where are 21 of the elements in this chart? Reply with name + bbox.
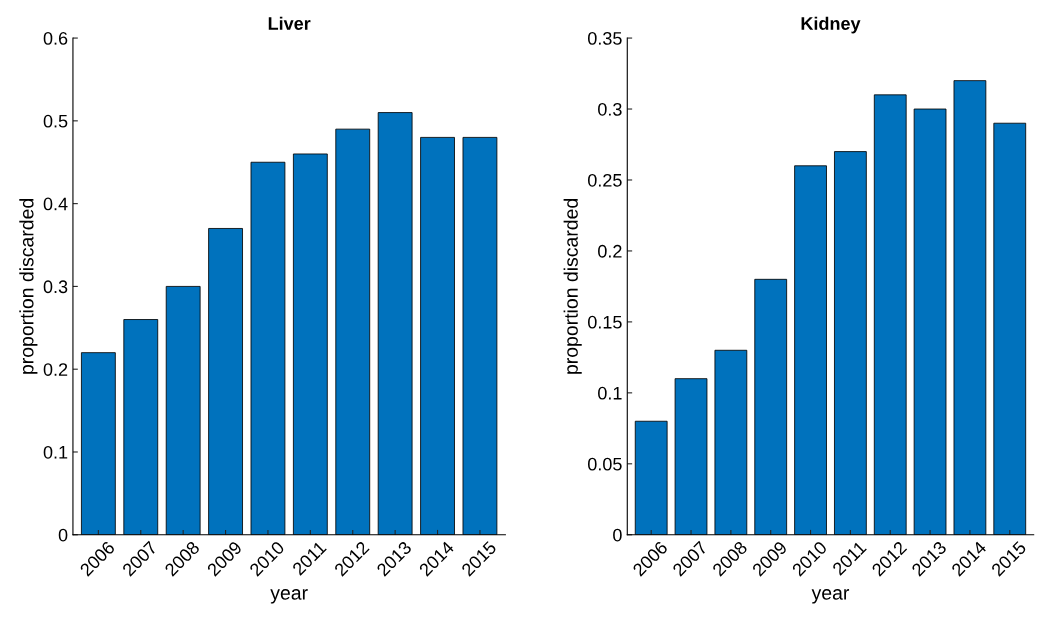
- chart-title: Liver: [268, 16, 311, 30]
- y-tick-label: 0.2: [43, 363, 68, 376]
- y-tick-label: 0: [58, 528, 68, 542]
- y-axis-title: proportion discarded: [19, 199, 38, 374]
- y-tick-label: 0.6: [43, 32, 68, 45]
- x-axis-title: year: [811, 589, 850, 604]
- y-tick-label: 0.35: [587, 32, 622, 45]
- y-tick-label: 0.2: [598, 244, 622, 258]
- y-tick-label: 0.5: [43, 114, 68, 128]
- y-tick-label: 0.05: [587, 457, 622, 471]
- y-axis-title: proportion discarded: [563, 199, 582, 374]
- y-tick-label: 0.3: [43, 280, 68, 294]
- x-axis-title: year: [270, 589, 308, 604]
- y-tick-label: 0: [613, 528, 622, 542]
- y-tick-label: 0.25: [587, 173, 622, 187]
- y-tick-label: 0.1: [598, 386, 622, 400]
- chart-title: Kidney: [801, 16, 861, 34]
- y-tick-label: 0.3: [598, 102, 622, 116]
- y-tick-label: 0.4: [43, 197, 68, 211]
- y-tick-label: 0.1: [43, 445, 68, 459]
- y-tick-label: 0.15: [587, 315, 622, 329]
